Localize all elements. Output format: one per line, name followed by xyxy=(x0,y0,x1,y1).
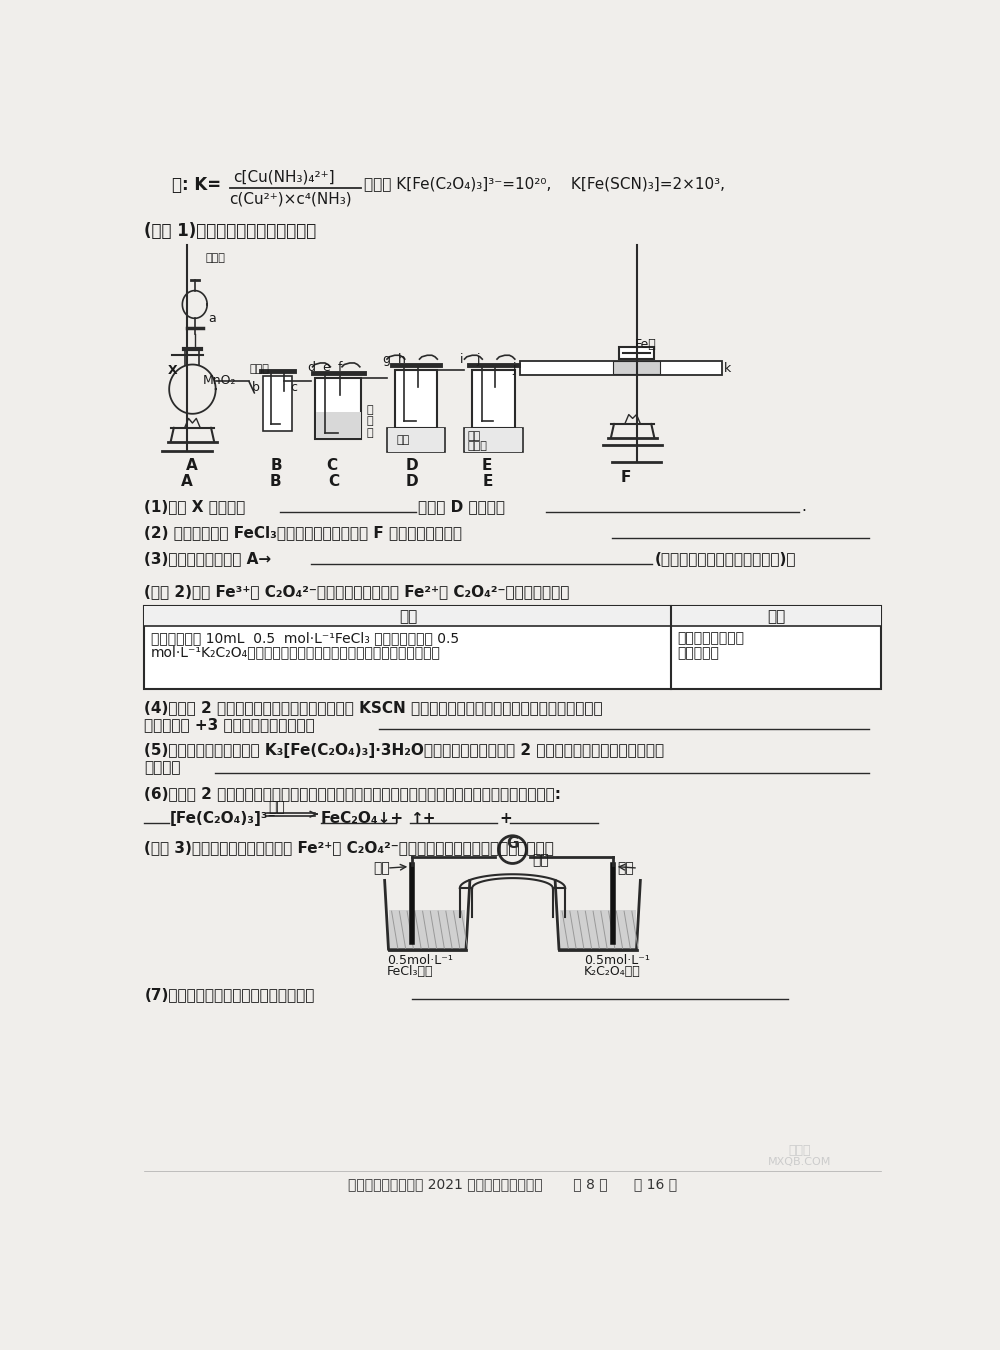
Text: ；装置 D 的作用是: ；装置 D 的作用是 xyxy=(418,500,505,514)
Text: MnO₂: MnO₂ xyxy=(202,374,236,386)
Text: FeC₂O₄↓+: FeC₂O₄↓+ xyxy=(321,811,404,826)
Text: +: + xyxy=(499,811,512,826)
Text: 江西省八所重点中学 2021 届高三联考理综试卷       第 8 页      共 16 页: 江西省八所重点中学 2021 届高三联考理综试卷 第 8 页 共 16 页 xyxy=(348,1177,677,1191)
Text: 碱石灰: 碱石灰 xyxy=(249,363,269,374)
Text: 晶体中含有 +3 价的铁元素。其原因是: 晶体中含有 +3 价的铁元素。其原因是 xyxy=(144,717,315,732)
Text: 冰水: 冰水 xyxy=(396,435,410,444)
Text: X: X xyxy=(168,363,177,377)
Text: c: c xyxy=(290,381,297,394)
Text: (4)取实验 2 中少量晶体溢解，配成溶液，滴加 KSCN 溶液，不变红。继续加入硫酸，溶液变红，说明: (4)取实验 2 中少量晶体溢解，配成溶液，滴加 KSCN 溶液，不变红。继续加… xyxy=(144,701,603,716)
Text: MXQB.COM: MXQB.COM xyxy=(768,1157,831,1166)
Text: 操作: 操作 xyxy=(399,609,417,624)
Bar xyxy=(389,910,465,949)
Text: C: C xyxy=(328,474,339,489)
Bar xyxy=(388,428,444,451)
Text: 盐桥: 盐桥 xyxy=(532,853,549,868)
Text: .: . xyxy=(802,500,806,514)
Text: E: E xyxy=(483,474,493,489)
Bar xyxy=(144,606,881,688)
Text: 。已知 K[Fe(C₂O₄)₃]³⁻=10²⁰,    K[Fe(SCN)₃]=2×10³,: 。已知 K[Fe(C₂O₄)₃]³⁻=10²⁰, K[Fe(SCN)₃]=2×1… xyxy=(364,176,725,190)
Text: F: F xyxy=(621,470,631,485)
Text: ↑+: ↑+ xyxy=(410,811,436,826)
Text: 得到亮绳色溶液和: 得到亮绳色溶液和 xyxy=(678,630,745,645)
Text: K₂C₂O₄溶液: K₂C₂O₄溶液 xyxy=(584,965,641,979)
Text: 石墨: 石墨 xyxy=(617,861,634,875)
Text: j: j xyxy=(476,352,480,366)
Bar xyxy=(387,428,445,452)
Text: 浓盐酸: 浓盐酸 xyxy=(206,252,225,263)
Text: (实验 1)用以下装置制取无水氯化铁: (实验 1)用以下装置制取无水氯化铁 xyxy=(144,221,317,240)
Text: B: B xyxy=(269,474,281,489)
Text: A: A xyxy=(181,474,193,489)
Text: g: g xyxy=(382,352,390,366)
Bar xyxy=(520,360,722,374)
Bar xyxy=(613,362,660,374)
Text: G: G xyxy=(506,836,519,850)
Text: (按气流方向，用大写字母表示)。: (按气流方向，用大写字母表示)。 xyxy=(654,552,796,567)
Text: f: f xyxy=(337,360,342,374)
Bar xyxy=(395,370,437,428)
Bar xyxy=(316,412,361,439)
Text: c(Cu²⁺)×c⁴(NH₃): c(Cu²⁺)×c⁴(NH₃) xyxy=(230,192,352,207)
Text: D: D xyxy=(406,474,418,489)
Text: h: h xyxy=(398,352,406,366)
Text: 饱和: 饱和 xyxy=(468,432,481,441)
Bar xyxy=(560,910,636,949)
Bar xyxy=(619,347,654,359)
Text: E: E xyxy=(482,459,492,474)
Bar xyxy=(465,428,522,451)
Text: (3)装置的连接顺序为 A→: (3)装置的连接顺序为 A→ xyxy=(144,552,272,567)
Bar xyxy=(263,377,292,432)
Text: 0.5mol·L⁻¹: 0.5mol·L⁻¹ xyxy=(584,953,650,967)
Text: (1)仓器 X 的名称是: (1)仓器 X 的名称是 xyxy=(144,500,246,514)
Text: c[Cu(NH₃)₄²⁺]: c[Cu(NH₃)₄²⁺] xyxy=(234,170,335,185)
Text: e: e xyxy=(322,360,330,374)
Bar xyxy=(464,428,523,452)
Text: FeCl₃溶液: FeCl₃溶液 xyxy=(387,965,433,979)
Text: 为: K=: 为: K= xyxy=(172,176,221,194)
Text: (6)取实验 2 中的亮绳色溶液光照一段时间，产生黄色浑浊且有气泡产生。补全反应的离子方程式:: (6)取实验 2 中的亮绳色溶液光照一段时间，产生黄色浑浊且有气泡产生。补全反应… xyxy=(144,787,561,802)
Text: C: C xyxy=(326,459,338,474)
Text: i: i xyxy=(460,352,463,366)
Text: 浓
硫
酸: 浓 硫 酸 xyxy=(367,405,373,437)
Text: (7)描述达到预期目的可能产生的现象：: (7)描述达到预期目的可能产生的现象： xyxy=(144,987,315,1002)
Text: (实验 2)通过 Fe³⁺和 C₂O₄²⁻在溶液中的反应比较 Fe²⁺和 C₂O₄²⁻的还原性强弱。: (实验 2)通过 Fe³⁺和 C₂O₄²⁻在溶液中的反应比较 Fe²⁺和 C₂O… xyxy=(144,585,570,599)
Text: D: D xyxy=(406,459,418,474)
Text: 答案圈: 答案圈 xyxy=(788,1143,810,1157)
Bar xyxy=(144,606,881,625)
Text: 现象: 现象 xyxy=(767,609,785,624)
Text: d: d xyxy=(307,360,315,374)
Bar xyxy=(315,378,361,439)
Text: a: a xyxy=(209,312,216,325)
Text: 亮绳色晶体: 亮绳色晶体 xyxy=(678,647,719,660)
Text: 石墨: 石墨 xyxy=(373,861,390,875)
Text: 0.5mol·L⁻¹: 0.5mol·L⁻¹ xyxy=(387,953,453,967)
Text: (5)经检验，亮绳色晶体为 K₃[Fe(C₂O₄)₃]·3H₂O。设计实验，确认实验 2 中没有发生氧化还原反应的操作: (5)经检验，亮绳色晶体为 K₃[Fe(C₂O₄)₃]·3H₂O。设计实验，确认… xyxy=(144,744,664,759)
Text: (实验 3)又设计以下装置直接比较 Fe²⁺和 C₂O₄²⁻的还原性强弱，并达到了预期的目的。: (实验 3)又设计以下装置直接比较 Fe²⁺和 C₂O₄²⁻的还原性强弱，并达到… xyxy=(144,840,554,856)
Bar xyxy=(472,370,515,428)
Text: 光照: 光照 xyxy=(268,801,285,814)
Text: (2) 欲制得纯净的 FeCl₃，实验过程中点燃装置 F 处酒精灯的时机是: (2) 欲制得纯净的 FeCl₃，实验过程中点燃装置 F 处酒精灯的时机是 xyxy=(144,525,462,540)
Text: 在避光处，向 10mL  0.5  mol·L⁻¹FeCl₃ 溶液中缓慢加入 0.5: 在避光处，向 10mL 0.5 mol·L⁻¹FeCl₃ 溶液中缓慢加入 0.5 xyxy=(151,630,459,645)
Text: [Fe(C₂O₄)₃]³⁻: [Fe(C₂O₄)₃]³⁻ xyxy=(170,811,277,826)
Text: b: b xyxy=(252,381,260,394)
Text: j: j xyxy=(512,362,516,375)
Text: 和现象是: 和现象是 xyxy=(144,760,181,775)
Text: k: k xyxy=(724,362,731,375)
Text: 食盐水: 食盐水 xyxy=(468,441,487,451)
Text: Fe粉: Fe粉 xyxy=(635,338,657,351)
Text: A: A xyxy=(185,459,197,474)
Text: B: B xyxy=(271,459,282,474)
Text: mol·L⁻¹K₂C₂O₄溶液至过量，搅拌，充分反应后，冰水浴冷却，过滤: mol·L⁻¹K₂C₂O₄溶液至过量，搅拌，充分反应后，冰水浴冷却，过滤 xyxy=(151,645,440,660)
